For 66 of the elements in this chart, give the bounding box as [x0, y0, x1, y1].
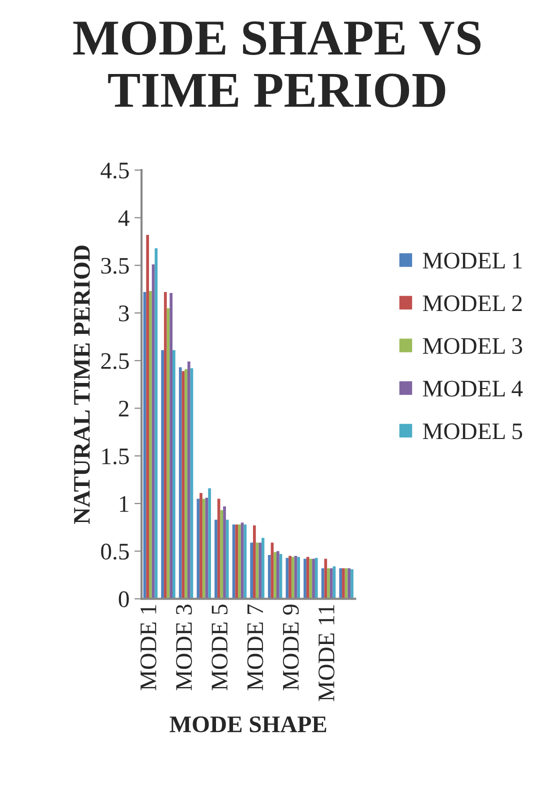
bar [258, 542, 262, 599]
y-tick-label: 0 [118, 591, 129, 608]
bar [312, 558, 315, 599]
bar [314, 558, 318, 599]
bar [339, 568, 342, 599]
bar [208, 488, 211, 599]
bar [187, 362, 190, 599]
bar [223, 506, 226, 599]
bar [306, 556, 310, 599]
y-tick-label: 1 [120, 496, 128, 512]
bar [262, 538, 264, 599]
bar [235, 524, 238, 599]
x-axis-title: MODE SHAPE [170, 716, 326, 732]
bar [202, 498, 206, 599]
legend-label: MODEL 4 [422, 380, 523, 397]
y-tick-label: 2.5 [101, 353, 129, 370]
y-tick-label: 0.5 [101, 544, 129, 560]
bar [327, 568, 330, 599]
bar [244, 524, 247, 599]
bar [164, 292, 167, 599]
y-axis-title: NATURAL TIME PERIOD [74, 246, 90, 524]
y-tick-label: 3.5 [101, 258, 129, 274]
x-tick-label: MODE 9 [282, 604, 299, 690]
bar [172, 350, 176, 599]
bar [178, 367, 182, 599]
bar [196, 498, 200, 599]
bar [274, 552, 276, 599]
legend-label: MODEL 5 [422, 423, 522, 440]
legend-label: MODEL 1 [422, 252, 522, 269]
bar [238, 524, 241, 599]
bar [250, 542, 253, 599]
bar [149, 291, 152, 599]
bar [161, 350, 164, 599]
bar [304, 558, 306, 599]
x-tick-label: MODE 1 [140, 605, 156, 690]
bar [297, 556, 300, 599]
bar [330, 568, 333, 599]
bar [291, 556, 294, 599]
y-tick-label: 4.5 [100, 162, 129, 179]
bar [184, 369, 188, 599]
bar [220, 510, 224, 599]
y-tick-label: 4 [118, 210, 130, 226]
bar [348, 568, 351, 599]
y-tick-label: 3 [119, 306, 129, 322]
bar [146, 234, 150, 599]
x-tick-label: MODE 7 [247, 604, 264, 690]
y-tick-label: 1.5 [102, 448, 129, 464]
bar [252, 525, 256, 599]
bar [170, 292, 173, 599]
legend-label: MODEL 3 [422, 338, 522, 354]
bar [154, 248, 158, 599]
bar [200, 493, 202, 599]
x-tick-label: MODE 5 [212, 604, 228, 690]
x-tick-label: MODE 11 [318, 605, 334, 702]
bar [276, 551, 280, 599]
bar [350, 569, 354, 599]
bar [226, 520, 229, 599]
bar [342, 568, 345, 599]
bar [268, 554, 271, 599]
x-tick-label: MODE 3 [176, 604, 192, 690]
bar [288, 556, 292, 599]
chart-title: MODE SHAPE VS TIME PERIOD [73, 21, 481, 108]
legend-label: MODEL 2 [422, 295, 522, 312]
bar [214, 520, 218, 599]
bar [324, 558, 328, 599]
y-tick-label: 2 [118, 400, 128, 416]
